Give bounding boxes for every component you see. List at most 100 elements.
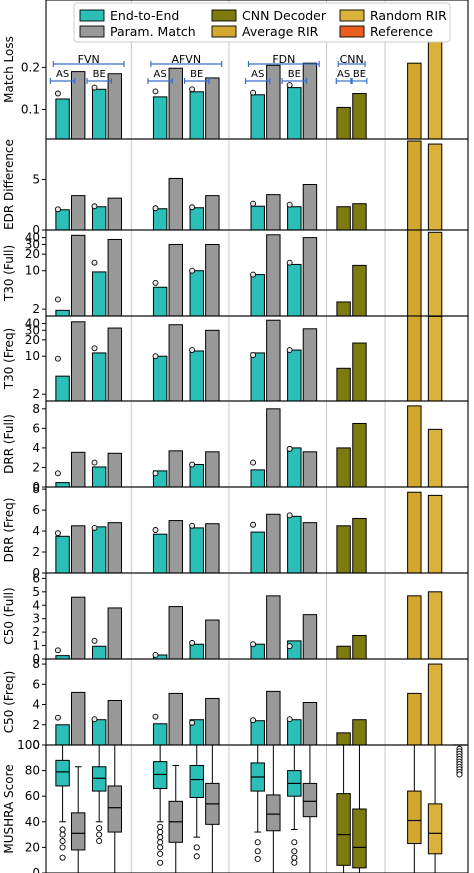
y-tick-label: 1 [32, 639, 40, 653]
y-tick-label: 4 [32, 524, 40, 538]
reference-dot [286, 347, 293, 353]
bar-end-to-end [287, 719, 302, 746]
bar-param-match [107, 607, 122, 660]
bar-param-match [302, 451, 318, 488]
box-flier [456, 771, 463, 778]
reference-dot [286, 82, 293, 89]
box-end-to-end [91, 744, 107, 845]
legend-label: CNN Decoder [242, 8, 327, 23]
reference-dot [152, 527, 159, 533]
bar-param-match [70, 691, 86, 746]
bar-param-match [168, 606, 183, 660]
bar-random-rir [427, 315, 443, 402]
bar-cnn-decoder [352, 422, 367, 488]
reference-dot [250, 641, 257, 648]
reference-dot [286, 445, 293, 452]
y-axis-label: T30 (Full) [2, 245, 16, 302]
y-tick-label: 4 [32, 441, 40, 455]
y-tick-label: 5 [32, 172, 40, 186]
y-tick-label: 2 [32, 718, 40, 732]
bar-end-to-end [287, 87, 302, 140]
bar-end-to-end [55, 375, 70, 402]
bar-end-to-end [91, 271, 107, 317]
bar-end-to-end [250, 531, 265, 574]
bar-average-rir [407, 62, 422, 140]
subgroup-label: AS [154, 69, 167, 80]
bar-param-match [168, 177, 183, 231]
bar-end-to-end [91, 466, 107, 488]
y-axis-label: DRR (Freq) [2, 498, 16, 563]
bar-param-match [168, 67, 183, 140]
bar-param-match [107, 197, 122, 231]
bar-param-match [205, 697, 220, 746]
y-tick-label: 0 [32, 738, 40, 752]
legend-item: End-to-End [79, 8, 179, 23]
box-body [189, 764, 204, 798]
bar-cnn-decoder [336, 732, 351, 746]
group-label: FDN [272, 53, 295, 66]
bar-average-rir [407, 315, 422, 402]
box-flier [96, 831, 103, 838]
bar-cnn-decoder [352, 264, 367, 317]
bar-param-match [205, 77, 220, 140]
bar-end-to-end [189, 527, 204, 574]
bar-param-match [70, 525, 86, 574]
bar-end-to-end [152, 355, 168, 402]
box-flier [291, 848, 298, 855]
bar-average-rir [407, 405, 422, 488]
bar-param-match [266, 234, 281, 317]
y-tick-label: 30 [25, 237, 40, 251]
box-flier [254, 848, 261, 855]
bar-average-rir [407, 595, 422, 660]
reference-dot [152, 205, 159, 212]
y-tick-label: 5 [32, 585, 40, 599]
bar-end-to-end [250, 352, 265, 402]
reference-dot [54, 647, 61, 654]
bar-cnn-decoder [352, 719, 367, 746]
y-axis-label: DRR (Full) [2, 414, 16, 474]
bar-cnn-decoder [336, 206, 351, 231]
box-param-match [168, 764, 183, 873]
box-body [152, 761, 168, 790]
bar-random-rir [427, 143, 443, 231]
box-flier [59, 837, 66, 845]
y-axis-label: T30 (Freq) [2, 328, 16, 390]
y-tick-label: 2 [32, 302, 40, 316]
box-reference [452, 744, 467, 778]
box-flier [96, 837, 103, 845]
reference-dot [250, 459, 257, 466]
box-body [336, 793, 351, 866]
y-tick-label: 6 [32, 677, 40, 691]
bar-param-match [266, 64, 281, 140]
reference-dot [250, 89, 257, 96]
reference-dot [54, 530, 61, 537]
reference-dot [189, 639, 196, 646]
y-axis-label: C50 (Freq) [2, 671, 16, 734]
bar-end-to-end [152, 533, 168, 574]
bar-average-rir [407, 692, 422, 746]
bar-end-to-end [91, 645, 107, 660]
reference-dot [189, 86, 196, 93]
bar-end-to-end [55, 482, 70, 488]
reference-dot [152, 88, 159, 95]
bar-end-to-end [250, 469, 265, 488]
y-tick-label: 2 [32, 625, 40, 639]
y-tick-label: 0 [32, 866, 40, 873]
bar-cnn-decoder [336, 301, 351, 317]
box-cnn-decoder [336, 744, 351, 873]
bar-param-match [168, 692, 183, 746]
bar-end-to-end [55, 209, 70, 231]
bar-end-to-end [287, 263, 302, 317]
bar-cnn-decoder [336, 645, 351, 660]
legend-item: Average RIR [211, 24, 319, 39]
box-param-match [70, 766, 86, 873]
box-flier [254, 839, 261, 846]
legend-label: Reference [370, 24, 433, 39]
bar-cnn-decoder [336, 106, 351, 140]
subgroup-label: BE [190, 69, 203, 80]
bar-param-match [205, 329, 220, 402]
y-tick-label: 100 [17, 738, 40, 752]
